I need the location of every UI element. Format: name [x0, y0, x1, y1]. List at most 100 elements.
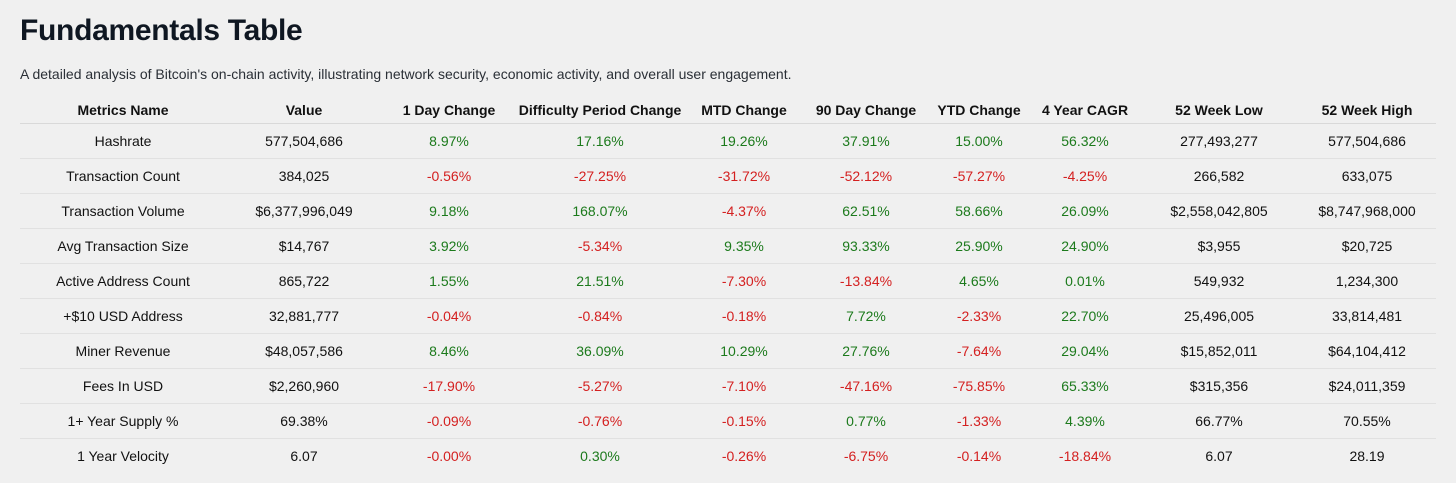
cell-4-year-cagr: 26.09% [1030, 193, 1140, 229]
cell-ytd-change: 4.65% [928, 263, 1030, 299]
fundamentals-table: Metrics Name Value 1 Day Change Difficulty … [20, 96, 1436, 473]
table-row: 1 Year Velocity 6.07 -0.00% 0.30% -0.26% -6.7… [20, 439, 1436, 474]
cell-1-day-change: 8.46% [382, 333, 516, 369]
cell-90-day-change: 27.76% [804, 333, 928, 369]
cell-value: 577,504,686 [226, 123, 382, 159]
cell-difficulty-period-change: 17.16% [516, 123, 684, 159]
table-row: Active Address Count 865,722 1.55% 21.51% -7… [20, 263, 1436, 299]
table-row: Transaction Count 384,025 -0.56% -27.25% -31… [20, 158, 1436, 194]
column-header-4-year-cagr: 4 Year CAGR [1030, 96, 1140, 124]
cell-difficulty-period-change: 36.09% [516, 333, 684, 369]
cell-1-day-change: 9.18% [382, 193, 516, 229]
cell-1-day-change: -17.90% [382, 368, 516, 404]
cell-1-day-change: 1.55% [382, 263, 516, 299]
table-row: Transaction Volume $6,377,996,049 9.18% 168… [20, 193, 1436, 229]
cell-52-week-low: 25,496,005 [1140, 298, 1298, 334]
cell-52-week-high: 633,075 [1298, 158, 1436, 194]
cell-90-day-change: -47.16% [804, 368, 928, 404]
cell-difficulty-period-change: -27.25% [516, 158, 684, 194]
cell-4-year-cagr: 24.90% [1030, 228, 1140, 264]
cell-ytd-change: -0.14% [956, 448, 1002, 464]
cell-difficulty-period-change: 168.07% [516, 193, 684, 229]
table-row: Hashrate 577,504,686 8.97% 17.16% 19.26% 37.9… [20, 123, 1436, 159]
table-row: Avg Transaction Size $14,767 3.92% -5.34% 9.… [20, 228, 1436, 264]
column-header-ytd-change: YTD Change [928, 96, 1030, 124]
cell-90-day-change: 93.33% [804, 228, 928, 264]
cell-90-day-change: -6.75% [843, 448, 889, 464]
cell-metrics-name: Miner Revenue [20, 333, 226, 369]
cell-mtd-change: -4.37% [684, 193, 804, 229]
cell-4-year-cagr: 65.33% [1030, 368, 1140, 404]
cell-4-year-cagr: 22.70% [1030, 298, 1140, 334]
column-header-difficulty-period-change: Difficulty Period Change [516, 96, 684, 124]
cell-52-week-low: 66.77% [1140, 403, 1298, 439]
cell-mtd-change: -0.26% [721, 448, 767, 464]
page-subtitle: A detailed analysis of Bitcoin's on-chai… [20, 66, 792, 82]
cell-mtd-change: -7.10% [684, 368, 804, 404]
cell-90-day-change: -52.12% [804, 158, 928, 194]
cell-mtd-change: 10.29% [684, 333, 804, 369]
cell-mtd-change: -0.18% [684, 298, 804, 334]
cell-1-day-change: 8.97% [382, 123, 516, 159]
cell-4-year-cagr: 0.01% [1030, 263, 1140, 299]
cell-4-year-cagr: -4.25% [1030, 158, 1140, 194]
cell-90-day-change: 7.72% [804, 298, 928, 334]
cell-value: 384,025 [226, 158, 382, 194]
table-row: +$10 USD Address 32,881,777 -0.04% -0.84% -0… [20, 298, 1436, 334]
cell-4-year-cagr: 4.39% [1030, 403, 1140, 439]
cell-52-week-high: $64,104,412 [1298, 333, 1436, 369]
cell-1-day-change: -0.56% [382, 158, 516, 194]
cell-52-week-low: 277,493,277 [1140, 123, 1298, 159]
cell-difficulty-period-change: -0.76% [516, 403, 684, 439]
cell-52-week-low: $315,356 [1140, 368, 1298, 404]
cell-value: $14,767 [226, 228, 382, 264]
table-header: Metrics Name Value 1 Day Change Difficulty … [20, 96, 1436, 124]
cell-value: 69.38% [226, 403, 382, 439]
cell-difficulty-period-change: 0.30% [580, 448, 620, 464]
cell-1-day-change: 3.92% [382, 228, 516, 264]
cell-ytd-change: -1.33% [928, 403, 1030, 439]
table-body: Hashrate 577,504,686 8.97% 17.16% 19.26% 37.9… [20, 123, 1436, 474]
cell-value: 6.07 [290, 448, 318, 464]
column-header-metrics-name: Metrics Name [20, 96, 226, 124]
cell-1-day-change: -0.04% [382, 298, 516, 334]
cell-difficulty-period-change: -0.84% [516, 298, 684, 334]
cell-1-day-change: -0.00% [426, 448, 472, 464]
cell-metrics-name: Avg Transaction Size [20, 228, 226, 264]
cell-value: 865,722 [226, 263, 382, 299]
cell-value: $2,260,960 [226, 368, 382, 404]
fundamentals-table-container: Metrics Name Value 1 Day Change Difficulty … [20, 96, 1436, 473]
column-header-90-day-change: 90 Day Change [804, 96, 928, 124]
cell-52-week-low: $3,955 [1140, 228, 1298, 264]
cell-52-week-high: 577,504,686 [1298, 123, 1436, 159]
cell-metrics-name: +$10 USD Address [20, 298, 226, 334]
cell-metrics-name: Fees In USD [20, 368, 226, 404]
cell-mtd-change: 9.35% [684, 228, 804, 264]
cell-difficulty-period-change: -5.34% [516, 228, 684, 264]
cell-52-week-high: 33,814,481 [1298, 298, 1436, 334]
column-header-52-week-low: 52 Week Low [1140, 96, 1298, 124]
cell-metrics-name: Transaction Volume [20, 193, 226, 229]
cell-52-week-low: $2,558,042,805 [1140, 193, 1298, 229]
cell-metrics-name: 1 Year Velocity [77, 448, 169, 464]
cell-metrics-name: 1+ Year Supply % [20, 403, 226, 439]
cell-52-week-high: $24,011,359 [1298, 368, 1436, 404]
column-header-1-day-change: 1 Day Change [382, 96, 516, 124]
cell-1-day-change: -0.09% [382, 403, 516, 439]
column-header-mtd-change: MTD Change [684, 96, 804, 124]
cell-52-week-high: 1,234,300 [1298, 263, 1436, 299]
cell-90-day-change: -13.84% [804, 263, 928, 299]
cell-mtd-change: 19.26% [684, 123, 804, 159]
cell-ytd-change: -2.33% [928, 298, 1030, 334]
cell-ytd-change: -7.64% [928, 333, 1030, 369]
table-row: 1+ Year Supply % 69.38% -0.09% -0.76% -0.15%… [20, 403, 1436, 439]
cell-ytd-change: 15.00% [928, 123, 1030, 159]
cell-52-week-high: $8,747,968,000 [1298, 193, 1436, 229]
table-row: Fees In USD $2,260,960 -17.90% -5.27% -7.10%… [20, 368, 1436, 404]
cell-value: $48,057,586 [226, 333, 382, 369]
cell-mtd-change: -31.72% [684, 158, 804, 194]
cell-52-week-high: 70.55% [1298, 403, 1436, 439]
column-header-52-week-high: 52 Week High [1298, 96, 1436, 124]
cell-52-week-low: 549,932 [1140, 263, 1298, 299]
